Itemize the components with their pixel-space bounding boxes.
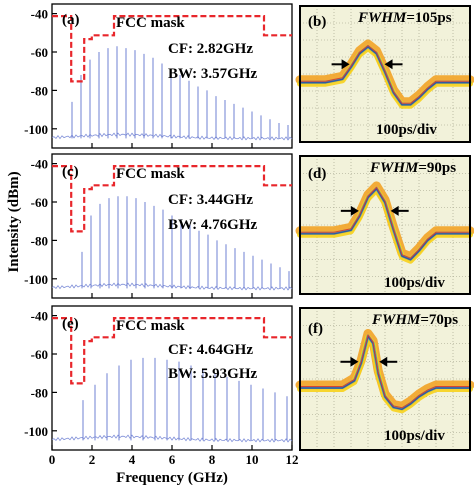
panel-label-b: (b) xyxy=(308,14,326,30)
panel-label-d: (d) xyxy=(308,166,326,182)
spectrum-ticks-c: -40 -60 -80 -100 xyxy=(24,157,253,298)
scope-panel-b: (b) FWHM=105ps 100ps/div xyxy=(295,5,474,143)
spectrum-trace-a xyxy=(51,46,293,141)
x-tick-label-e-6: 12 xyxy=(286,452,299,467)
spectrum-trace-c xyxy=(51,196,293,291)
panel-label-c: (c) xyxy=(62,164,79,180)
scope-frame-b xyxy=(299,5,471,143)
y-tick-label-c-3: -100 xyxy=(24,272,48,287)
x-tick-label-e-1: 2 xyxy=(89,452,96,467)
mask-label-c: FCC mask xyxy=(116,166,185,182)
scope-trace-b xyxy=(295,39,474,109)
spectrum-trace-e xyxy=(51,357,293,443)
persist-blue-f xyxy=(299,335,471,410)
fwhm-value-f: =70ps xyxy=(420,312,458,328)
y-tick-label-a-1: -60 xyxy=(31,45,48,60)
bw-text-c: BW: 4.76GHz xyxy=(168,217,258,233)
panel-label-e: (e) xyxy=(62,316,79,332)
fcc-mask-e xyxy=(52,317,292,385)
fwhm-arrows-d xyxy=(340,205,409,216)
fwhm-label-d: FWHM=90ps xyxy=(369,160,456,176)
fcc-mask-a xyxy=(52,15,292,83)
x-tick-label-e-0: 0 xyxy=(49,452,56,467)
scope-panel-f: (f) FWHM=70ps 100ps/div xyxy=(295,307,474,451)
spectrum-panel-a: -40 -60 -80 -100 (a) FCC mask CF: 2.82GHz B… xyxy=(24,3,293,149)
cf-text-c: CF: 3.44GHz xyxy=(168,192,253,208)
y-tick-label-c-2: -80 xyxy=(31,233,48,248)
bw-text-a: BW: 3.57GHz xyxy=(168,66,258,82)
fwhm-arrows-f xyxy=(340,356,398,367)
fwhm-word-b: FWHM xyxy=(357,10,407,26)
x-tick-label-e-2: 4 xyxy=(129,452,136,467)
y-tick-label-c-1: -60 xyxy=(31,195,48,210)
scope-trace-f xyxy=(295,329,474,414)
y-tick-label-a-2: -80 xyxy=(31,83,48,98)
fwhm-arrow-right-head-d xyxy=(390,205,399,216)
y-axis-label: Intensity (dBm) xyxy=(6,171,22,272)
fwhm-arrow-right-head-f xyxy=(379,356,388,367)
fwhm-word-f: FWHM xyxy=(371,312,421,328)
y-tick-label-e-3: -100 xyxy=(24,424,48,439)
mask-label-a: FCC mask xyxy=(116,15,185,31)
persist-red-d xyxy=(299,186,471,259)
y-tick-label-c-0: -40 xyxy=(31,157,48,172)
panel-label-f: (f) xyxy=(308,321,323,337)
fwhm-arrow-left-head-f xyxy=(350,356,359,367)
persist-red-b xyxy=(299,45,471,104)
fwhm-label-b: FWHM=105ps xyxy=(357,10,452,26)
x-tick-label-e-3: 6 xyxy=(169,452,176,467)
fwhm-word-d: FWHM xyxy=(369,160,419,176)
noise-floor-e xyxy=(51,434,293,443)
y-tick-label-a-0: -40 xyxy=(31,7,48,22)
spectrum-frame-e xyxy=(51,305,293,451)
fwhm-arrow-right-head-b xyxy=(384,59,393,70)
scope-panel-d: (d) FWHM=90ps 100ps/div xyxy=(295,155,474,295)
fwhm-value-b: =105ps xyxy=(406,10,451,26)
fwhm-label-f: FWHM=70ps xyxy=(371,312,458,328)
fwhm-arrows-b xyxy=(331,59,403,70)
fwhm-arrow-left-head-d xyxy=(350,205,359,216)
persist-red-f xyxy=(299,334,471,409)
y-tick-label-e-1: -60 xyxy=(31,347,48,362)
spectrum-ticks-a: -40 -60 -80 -100 xyxy=(24,7,253,148)
scope-trace-d xyxy=(295,181,474,264)
cf-text-a: CF: 2.82GHz xyxy=(168,41,253,57)
persist-blue-b xyxy=(299,46,471,106)
x-tick-label-e-4: 8 xyxy=(209,452,216,467)
bw-text-e: BW: 5.93GHz xyxy=(168,366,258,382)
timebase-b: 100ps/div xyxy=(376,122,437,138)
timebase-f: 100ps/div xyxy=(384,428,445,444)
spectrum-panel-c: -40 -60 -80 -100 (c) FCC mask CF: 3.44GHz B… xyxy=(24,153,293,299)
fcc-mask-c xyxy=(52,165,292,233)
timebase-d: 100ps/div xyxy=(384,275,445,291)
noise-floor-a xyxy=(51,132,293,141)
scope-frame-f xyxy=(299,307,471,451)
y-tick-label-a-3: -100 xyxy=(24,122,48,137)
x-tick-label-e-5: 10 xyxy=(246,452,259,467)
fwhm-value-d: =90ps xyxy=(418,160,456,176)
fwhm-arrow-left-head-b xyxy=(341,59,350,70)
cf-text-e: CF: 4.64GHz xyxy=(168,342,253,358)
panel-label-a: (a) xyxy=(62,12,80,28)
mask-label-e: FCC mask xyxy=(116,318,185,334)
y-tick-label-e-2: -80 xyxy=(31,385,48,400)
scope-frame-d xyxy=(299,155,471,295)
y-tick-label-e-0: -40 xyxy=(31,309,48,324)
x-axis-label: Frequency (GHz) xyxy=(116,470,228,486)
